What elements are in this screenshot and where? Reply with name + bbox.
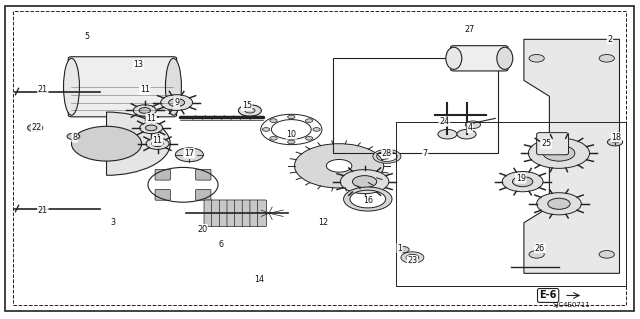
Ellipse shape xyxy=(166,58,181,115)
Circle shape xyxy=(537,193,581,215)
Circle shape xyxy=(396,247,409,253)
Text: 15: 15 xyxy=(242,101,252,110)
Polygon shape xyxy=(524,39,620,273)
Circle shape xyxy=(529,138,589,168)
Text: 21: 21 xyxy=(38,85,48,94)
FancyBboxPatch shape xyxy=(68,57,177,117)
Text: 22: 22 xyxy=(31,123,42,132)
Circle shape xyxy=(529,55,544,62)
Text: 1: 1 xyxy=(397,243,402,253)
Circle shape xyxy=(599,250,614,258)
Circle shape xyxy=(543,145,575,161)
FancyBboxPatch shape xyxy=(204,200,213,226)
Text: 21: 21 xyxy=(38,206,48,215)
FancyBboxPatch shape xyxy=(451,46,508,71)
Text: 7: 7 xyxy=(422,149,428,158)
FancyBboxPatch shape xyxy=(212,200,221,226)
Text: 6: 6 xyxy=(219,241,224,249)
Text: 2: 2 xyxy=(607,35,612,44)
Text: 17: 17 xyxy=(184,149,195,158)
FancyBboxPatch shape xyxy=(220,200,228,226)
Circle shape xyxy=(543,145,574,161)
Text: 10: 10 xyxy=(286,130,296,139)
Circle shape xyxy=(161,95,193,110)
Text: 9: 9 xyxy=(174,98,179,107)
Circle shape xyxy=(262,128,270,131)
Circle shape xyxy=(607,138,623,146)
Circle shape xyxy=(169,99,184,107)
Ellipse shape xyxy=(63,58,79,115)
Circle shape xyxy=(529,250,544,258)
Circle shape xyxy=(305,137,313,140)
Circle shape xyxy=(287,115,295,119)
Text: 27: 27 xyxy=(465,25,475,34)
Circle shape xyxy=(139,108,150,113)
Circle shape xyxy=(146,138,169,149)
Circle shape xyxy=(270,119,277,122)
Circle shape xyxy=(133,105,156,116)
Circle shape xyxy=(287,140,295,144)
Text: 26: 26 xyxy=(535,243,545,253)
Text: 24: 24 xyxy=(439,117,449,126)
Text: 11: 11 xyxy=(146,114,156,123)
Ellipse shape xyxy=(497,47,513,69)
Text: 3: 3 xyxy=(111,218,115,227)
Text: 12: 12 xyxy=(318,218,328,227)
Circle shape xyxy=(270,137,277,140)
FancyBboxPatch shape xyxy=(257,200,266,226)
FancyBboxPatch shape xyxy=(250,200,259,226)
Circle shape xyxy=(438,130,457,139)
FancyBboxPatch shape xyxy=(155,169,170,180)
FancyBboxPatch shape xyxy=(235,200,244,226)
Text: 25: 25 xyxy=(541,139,551,148)
Circle shape xyxy=(513,177,533,187)
Text: SJC4E0711: SJC4E0711 xyxy=(553,302,591,308)
Text: 11: 11 xyxy=(152,136,163,145)
Circle shape xyxy=(305,119,313,122)
Circle shape xyxy=(548,198,570,209)
Circle shape xyxy=(72,126,141,161)
Circle shape xyxy=(239,105,261,116)
Circle shape xyxy=(313,128,320,131)
FancyBboxPatch shape xyxy=(155,189,170,200)
Circle shape xyxy=(353,176,377,188)
Text: 28: 28 xyxy=(382,149,392,158)
Text: 5: 5 xyxy=(85,32,90,41)
Text: 4: 4 xyxy=(467,123,472,132)
Circle shape xyxy=(145,125,157,131)
Circle shape xyxy=(457,130,476,139)
Circle shape xyxy=(340,170,389,194)
Circle shape xyxy=(502,172,543,192)
Text: 14: 14 xyxy=(255,275,264,284)
Circle shape xyxy=(67,133,80,140)
Circle shape xyxy=(140,122,163,134)
FancyBboxPatch shape xyxy=(227,200,236,226)
Circle shape xyxy=(175,148,204,162)
Text: 20: 20 xyxy=(197,225,207,234)
Text: 23: 23 xyxy=(407,256,417,265)
FancyBboxPatch shape xyxy=(537,133,568,155)
Wedge shape xyxy=(106,112,170,175)
FancyBboxPatch shape xyxy=(196,169,211,180)
Text: 8: 8 xyxy=(72,133,77,142)
FancyBboxPatch shape xyxy=(243,200,251,226)
Text: 19: 19 xyxy=(516,174,526,183)
Circle shape xyxy=(152,141,163,146)
Text: 16: 16 xyxy=(363,196,372,205)
Ellipse shape xyxy=(446,47,462,69)
FancyBboxPatch shape xyxy=(196,189,211,200)
Circle shape xyxy=(465,121,481,129)
Circle shape xyxy=(28,124,43,132)
Text: 11: 11 xyxy=(140,85,150,94)
Text: 18: 18 xyxy=(611,133,621,142)
Circle shape xyxy=(245,108,255,113)
Text: 13: 13 xyxy=(133,60,143,69)
Text: E-6: E-6 xyxy=(540,291,557,300)
Circle shape xyxy=(599,55,614,62)
